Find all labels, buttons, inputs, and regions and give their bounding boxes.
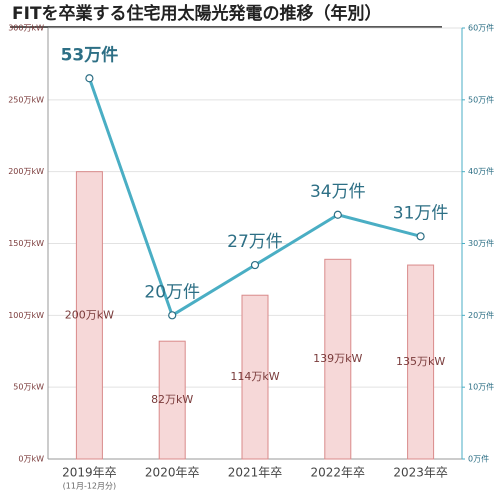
line-marker (416, 232, 425, 241)
line-label: 31万件 (393, 203, 449, 223)
line-label: 53万件 (61, 44, 119, 65)
x-tick-label: 2022年卒 (311, 466, 366, 480)
y2-tick-label: 0万件 (468, 454, 489, 464)
bar-label: 200万kW (65, 308, 114, 321)
y2-tick-label: 60万件 (468, 23, 494, 33)
bar-label: 139万kW (313, 352, 362, 365)
bar (324, 258, 352, 460)
bar (407, 264, 435, 460)
y2-tick-label: 20万件 (468, 310, 494, 320)
x-tick-label: 2021年卒 (228, 466, 283, 480)
chart-title: FITを卒業する住宅用太陽光発電の推移（年別） (12, 3, 382, 24)
y-tick-label: 250万kW (8, 95, 44, 104)
line-marker (333, 210, 342, 219)
y-tick-label: 150万kW (8, 239, 44, 248)
line (87, 77, 421, 318)
line-marker (85, 74, 94, 83)
bar (158, 340, 186, 460)
bar-label: 82万kW (151, 393, 193, 406)
y-tick-label: 50万kW (13, 383, 44, 392)
x-tick-label: 2020年卒 (145, 466, 200, 480)
line-label: 20万件 (144, 282, 200, 302)
line-marker (250, 260, 260, 270)
x-tick-label: 2019年卒 (62, 466, 117, 480)
y-tick-label: 0万kW (18, 455, 44, 464)
line-marker (168, 311, 177, 320)
y2-tick-label: 50万件 (468, 94, 494, 104)
line-label: 34万件 (310, 182, 366, 202)
bar-label: 114万kW (230, 370, 279, 383)
bar (241, 294, 269, 460)
bar (75, 171, 103, 460)
y-tick-label: 200万kW (8, 167, 44, 176)
y2-tick-label: 30万件 (468, 238, 494, 248)
x-tick-sublabel: (11月-12月分) (63, 482, 117, 490)
x-tick-label: 2023年卒 (393, 466, 448, 480)
line-label: 27万件 (227, 232, 283, 252)
y2-tick-label: 40万件 (468, 166, 494, 176)
bar-label: 135万kW (396, 355, 445, 368)
y2-tick-label: 10万件 (468, 382, 494, 392)
y-tick-label: 300万kW (8, 24, 44, 33)
y-tick-label: 100万kW (8, 311, 44, 320)
